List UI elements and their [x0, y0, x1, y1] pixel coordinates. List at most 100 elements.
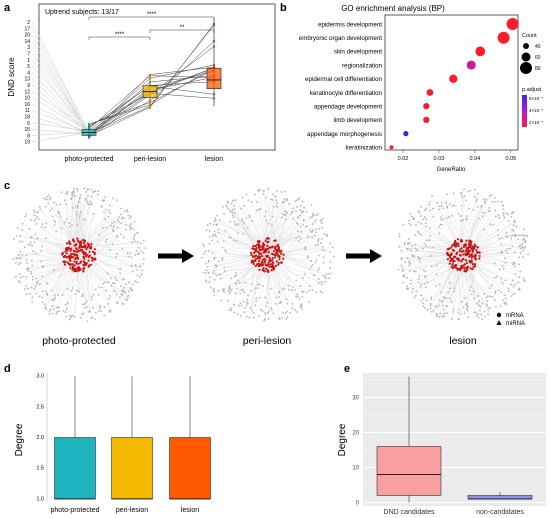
mrna-node [244, 281, 247, 284]
term-label: epidermal cell differentiation [305, 76, 382, 83]
mrna-node [235, 222, 237, 225]
mirna-node [93, 252, 96, 256]
mrna-node [277, 317, 280, 319]
mrna-node [481, 318, 484, 320]
mrna-node [45, 308, 47, 311]
mirna-node [267, 261, 270, 265]
mirna-node [478, 254, 481, 258]
mrna-node [315, 259, 318, 262]
mrna-node [53, 269, 55, 271]
mrna-node [65, 193, 67, 195]
mirna-node [458, 254, 462, 257]
mrna-node [105, 238, 108, 241]
mrna-node [31, 244, 34, 247]
term-point [449, 74, 458, 83]
legend-padjust-label-2: 4×10⁻⁷ [529, 108, 544, 113]
mirna-node [76, 237, 79, 240]
mrna-node [270, 287, 272, 290]
mrna-node [222, 240, 225, 242]
mrna-node [446, 206, 449, 209]
network-edge [474, 263, 495, 265]
mrna-node [83, 218, 86, 221]
mrna-node [126, 252, 129, 255]
mrna-node [262, 192, 265, 195]
mrna-node [297, 235, 300, 238]
mrna-node [408, 261, 411, 264]
mrna-node [121, 216, 123, 219]
mirna-node [274, 256, 277, 259]
legend-padjust-title: p.adjust [522, 87, 542, 93]
mrna-node [495, 306, 497, 308]
term-point [423, 103, 430, 110]
mrna-node [216, 240, 219, 243]
mirna-node [75, 260, 78, 263]
ytick-label: 20 [352, 431, 359, 437]
mrna-node [504, 297, 507, 300]
legend-mirna-label: miRNA [506, 321, 525, 327]
term-label: keratinocyte differentiation [310, 90, 383, 97]
mrna-node [500, 281, 503, 283]
mrna-node [81, 313, 84, 316]
mirna-node [75, 262, 78, 265]
mrna-node [519, 252, 522, 254]
mrna-node [321, 291, 323, 294]
sig-bracket-2 [88, 16, 215, 20]
mrna-node [114, 276, 117, 279]
mrna-node [425, 218, 428, 221]
network-edge [451, 215, 471, 244]
mrna-node [317, 269, 320, 272]
network-edge [409, 242, 456, 263]
network-edge [263, 267, 272, 321]
mrna-node [505, 212, 507, 215]
network-edge [261, 244, 317, 293]
mrna-node [483, 198, 486, 201]
mirna-node [451, 266, 455, 270]
mrna-node [429, 304, 432, 307]
mrna-node [205, 269, 208, 272]
mirna-node [449, 257, 452, 260]
mrna-node [500, 200, 503, 203]
mirna-node [72, 239, 75, 242]
mrna-node [65, 315, 68, 318]
mrna-node [491, 296, 494, 298]
mrna-node [442, 218, 444, 221]
mrna-node [109, 309, 112, 312]
mrna-node [303, 206, 306, 209]
mrna-node [506, 251, 509, 254]
mirna-node [451, 257, 455, 260]
mrna-node [130, 223, 133, 225]
panel-label-c: c [4, 180, 10, 192]
mrna-node [212, 223, 215, 226]
mrna-node [81, 293, 84, 296]
mrna-node [205, 279, 207, 282]
network-edge [72, 207, 88, 243]
mrna-node [85, 197, 88, 200]
mrna-node [228, 309, 231, 311]
network-edge [216, 260, 257, 276]
subject-label-10: 10 [24, 96, 30, 102]
mirna-node [65, 252, 68, 255]
mrna-node [101, 206, 103, 208]
mrna-node [219, 299, 222, 302]
mrna-node [452, 192, 455, 195]
mrna-node [319, 242, 322, 245]
mrna-node [212, 272, 215, 274]
mrna-node [412, 287, 414, 290]
mrna-node [105, 289, 107, 292]
mrna-node [112, 230, 115, 233]
mrna-node [79, 316, 82, 319]
mrna-node [512, 285, 515, 288]
mirna-node [268, 256, 271, 259]
mrna-node [402, 281, 404, 284]
network-edge [425, 255, 454, 288]
mrna-node [240, 314, 242, 317]
mrna-node [442, 207, 445, 209]
network-edge [421, 223, 454, 246]
network-edge [55, 222, 81, 242]
mrna-node [413, 255, 416, 257]
mrna-node [422, 218, 424, 221]
mrna-node [223, 213, 225, 215]
network-edge [407, 245, 476, 289]
network-edge [274, 250, 325, 258]
